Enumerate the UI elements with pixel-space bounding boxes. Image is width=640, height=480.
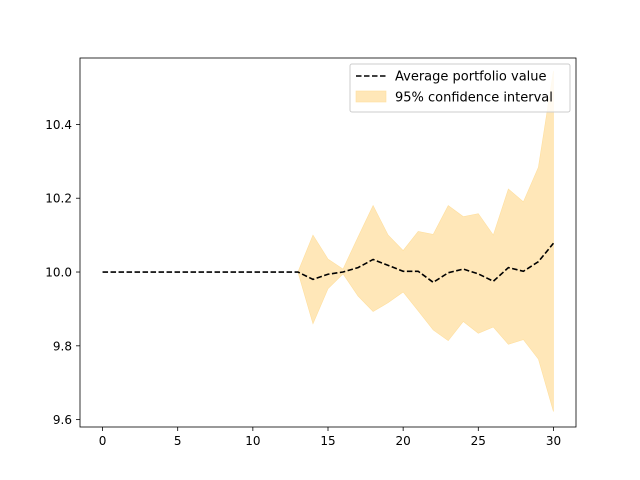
- confidence-band-layer: [297, 70, 554, 412]
- confidence-band-0: [297, 70, 554, 412]
- legend-label-average: Average portfolio value: [395, 70, 547, 85]
- y-tick-label: 9.8: [53, 339, 72, 353]
- legend-box: [349, 63, 571, 113]
- series-line-0: [102, 242, 555, 284]
- x-tick-label: 5: [174, 434, 182, 448]
- y-tick-label: 10.4: [45, 118, 72, 132]
- x-tick-label: 30: [546, 434, 561, 448]
- legend-label-confidence: 95% confidence interval: [395, 91, 553, 106]
- y-tick-label: 9.6: [53, 413, 72, 427]
- x-tick-label: 20: [396, 434, 411, 448]
- y-tick-label: 10.2: [45, 192, 72, 206]
- series-line-layer: [102, 242, 555, 284]
- y-tick-label: 10.0: [45, 266, 72, 280]
- y-axis-ticks: 9.6 9.8 10.0 10.2 10.4: [45, 118, 80, 427]
- x-tick-label: 0: [99, 434, 107, 448]
- legend: Average portfolio value 95% confidence i…: [349, 63, 571, 113]
- x-tick-label: 10: [245, 434, 260, 448]
- x-axis-ticks: 0 5 10 15 20 25 30: [99, 427, 561, 448]
- x-tick-label: 15: [320, 434, 335, 448]
- x-tick-label: 25: [471, 434, 486, 448]
- legend-band-swatch: [355, 90, 387, 103]
